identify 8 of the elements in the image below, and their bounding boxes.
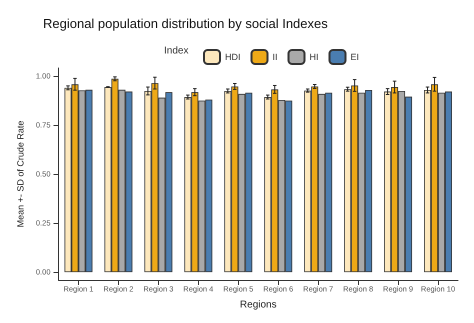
legend-label: EI [350,52,360,62]
legend-title: Index [164,46,188,56]
legend-label: HI [310,52,318,62]
x-axis-title: Regions [240,300,277,310]
legend-label: HDI [225,52,240,62]
legend-label: II [272,52,278,62]
chart-title: Regional population distribution by social Indexes [43,16,328,31]
y-axis-title: Mean +- SD of Crude Rate [16,120,26,228]
